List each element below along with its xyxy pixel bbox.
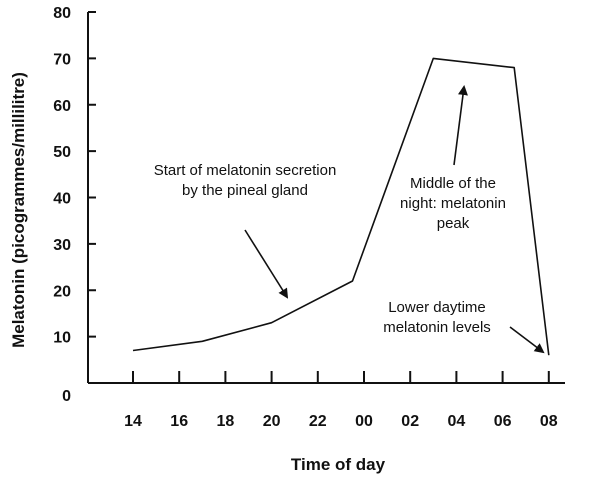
x-tick-label: 16 (170, 413, 188, 430)
y-tick-label: 70 (53, 51, 71, 68)
y-tick-label: 0 (62, 388, 71, 405)
y-tick-label: 50 (53, 144, 71, 161)
annotation-text: Lower daytime melatonin levels (383, 299, 491, 336)
annotation-text: Start of melatonin secretion by the pinea… (154, 162, 337, 199)
x-tick-label: 22 (309, 413, 327, 430)
annotation-line: night: melatonin (400, 195, 506, 212)
annotation-line: Middle of the (410, 175, 496, 192)
y-tick-label: 40 (53, 191, 71, 208)
annotation-line: Lower daytime (388, 299, 486, 316)
melatonin-series-line (132, 57, 550, 356)
annotations: Start of melatonin secretion by the pinea… (154, 85, 545, 354)
annotation-text: Middle of the night: melatonin peak (400, 175, 506, 232)
y-tick-label: 10 (53, 330, 71, 347)
annotation-arrow (509, 326, 545, 354)
y-ticks: 0 10 20 30 40 50 60 70 80 (53, 5, 96, 405)
x-tick-label: 14 (124, 413, 142, 430)
y-axis-title: Melatonin (picogrammes/millilitre) (9, 72, 28, 348)
y-tick-label: 80 (53, 5, 71, 22)
x-tick-label: 00 (355, 413, 373, 430)
x-tick-label: 02 (401, 413, 419, 430)
annotation-line: peak (437, 215, 470, 232)
x-axis-title: Time of day (291, 455, 386, 474)
y-tick-label: 30 (53, 237, 71, 254)
annotation-arrow (453, 85, 468, 166)
x-tick-label: 04 (448, 413, 466, 430)
annotation-arrow (244, 229, 289, 299)
x-tick-label: 20 (263, 413, 281, 430)
x-tick-label: 06 (494, 413, 512, 430)
annotation-line: Start of melatonin secretion (154, 162, 337, 179)
x-tick-label: 18 (217, 413, 235, 430)
x-ticks: 14 16 18 20 22 00 02 04 06 08 (124, 371, 558, 430)
annotation-line: melatonin levels (383, 319, 491, 336)
x-tick-label: 08 (540, 413, 558, 430)
series (132, 57, 550, 356)
y-tick-label: 20 (53, 283, 71, 300)
y-tick-label: 60 (53, 98, 71, 115)
annotation-line: by the pineal gland (182, 182, 308, 199)
